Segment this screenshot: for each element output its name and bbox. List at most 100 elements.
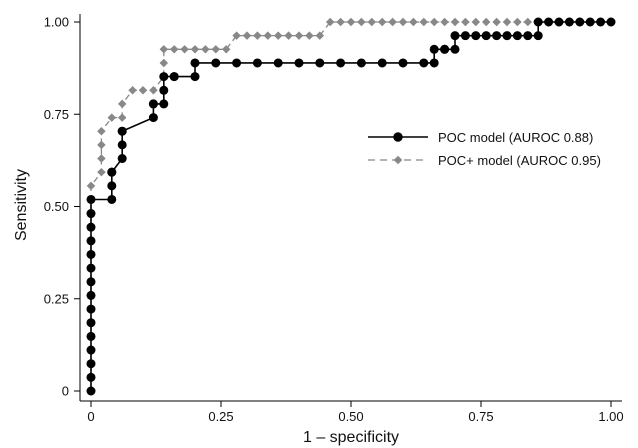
data-point: [294, 31, 304, 40]
data-point: [429, 17, 439, 27]
data-point: [201, 45, 210, 54]
data-point: [242, 31, 252, 40]
data-point: [481, 31, 491, 41]
data-point: [377, 17, 387, 27]
data-point: [284, 31, 293, 40]
data-point: [502, 17, 512, 27]
data-point: [461, 17, 470, 27]
data-point: [86, 263, 96, 273]
data-point: [471, 17, 481, 27]
data-point: [86, 222, 96, 232]
data-point: [533, 17, 543, 27]
x-tick-label: 0.75: [468, 409, 493, 424]
data-point: [336, 17, 345, 27]
data-point: [471, 31, 481, 41]
data-point: [159, 99, 169, 109]
data-point: [398, 17, 408, 27]
data-point: [575, 17, 585, 27]
data-point: [523, 17, 533, 27]
data-point: [533, 31, 543, 41]
data-point: [117, 99, 127, 109]
data-point: [440, 17, 449, 27]
data-point: [159, 85, 169, 95]
data-point: [86, 277, 96, 287]
data-point: [107, 194, 117, 204]
data-point: [97, 140, 106, 150]
data-point: [107, 167, 117, 177]
x-tick-label: 0: [87, 409, 94, 424]
x-tick-label: 1.00: [598, 409, 623, 424]
data-point: [221, 45, 231, 54]
data-point: [86, 181, 96, 191]
data-point: [97, 167, 106, 177]
data-point: [86, 290, 96, 300]
data-point: [513, 17, 522, 27]
data-point: [606, 17, 616, 27]
data-point: [86, 194, 96, 204]
data-point: [492, 17, 501, 27]
y-ticks: 0 0.25 0.50 0.75 1.00: [44, 15, 80, 399]
data-point: [86, 318, 96, 328]
data-point: [97, 154, 106, 163]
data-point: [398, 58, 408, 68]
data-point: [86, 359, 96, 369]
data-point: [97, 126, 106, 136]
data-point: [512, 31, 522, 41]
data-point: [388, 17, 397, 27]
data-point: [305, 31, 314, 40]
data-point: [357, 17, 366, 27]
data-point: [190, 58, 200, 68]
data-point: [107, 113, 117, 122]
data-point: [564, 17, 574, 27]
x-ticks: 0 0.25 0.50 0.75 1.00: [87, 401, 624, 424]
data-point: [169, 45, 179, 54]
data-point: [169, 72, 179, 82]
axes: [79, 14, 622, 402]
data-point: [107, 181, 117, 191]
data-point: [336, 58, 346, 68]
data-point: [356, 58, 366, 68]
series-line: [90, 21, 611, 391]
data-point: [148, 113, 158, 123]
data-point: [86, 249, 96, 259]
data-point: [86, 372, 96, 382]
data-point: [149, 86, 158, 95]
data-point: [315, 31, 325, 40]
data-point: [211, 45, 221, 54]
data-point: [117, 140, 127, 150]
y-tick-label: 0: [62, 384, 69, 399]
series-layer: [86, 17, 616, 396]
data-point: [502, 31, 512, 41]
data-point: [86, 331, 96, 341]
data-point: [232, 31, 241, 40]
data-point: [159, 45, 169, 54]
data-point: [450, 44, 460, 54]
data-point: [117, 154, 127, 164]
data-point: [211, 58, 221, 68]
data-point: [325, 17, 335, 27]
series-poc: [86, 17, 616, 396]
data-point: [367, 17, 377, 27]
data-point: [263, 31, 273, 40]
y-tick-label: 0.50: [44, 199, 69, 214]
data-point: [544, 17, 554, 27]
data-point: [86, 236, 96, 246]
data-point: [429, 58, 439, 68]
data-point: [190, 45, 200, 54]
data-point: [429, 44, 439, 54]
legend-marker-poc-plus: [393, 155, 403, 165]
data-point: [409, 17, 418, 27]
data-point: [252, 58, 262, 68]
y-axis-title: Sensitivity: [13, 169, 30, 241]
data-point: [596, 17, 606, 27]
data-point: [523, 31, 533, 41]
data-point: [419, 58, 429, 68]
data-point: [86, 386, 96, 396]
data-point: [481, 17, 491, 27]
data-point: [148, 99, 158, 109]
data-point: [159, 58, 169, 68]
data-point: [86, 209, 96, 219]
legend: POC model (AUROC 0.88) POC+ model (AUROC…: [368, 130, 601, 168]
data-point: [117, 113, 127, 122]
